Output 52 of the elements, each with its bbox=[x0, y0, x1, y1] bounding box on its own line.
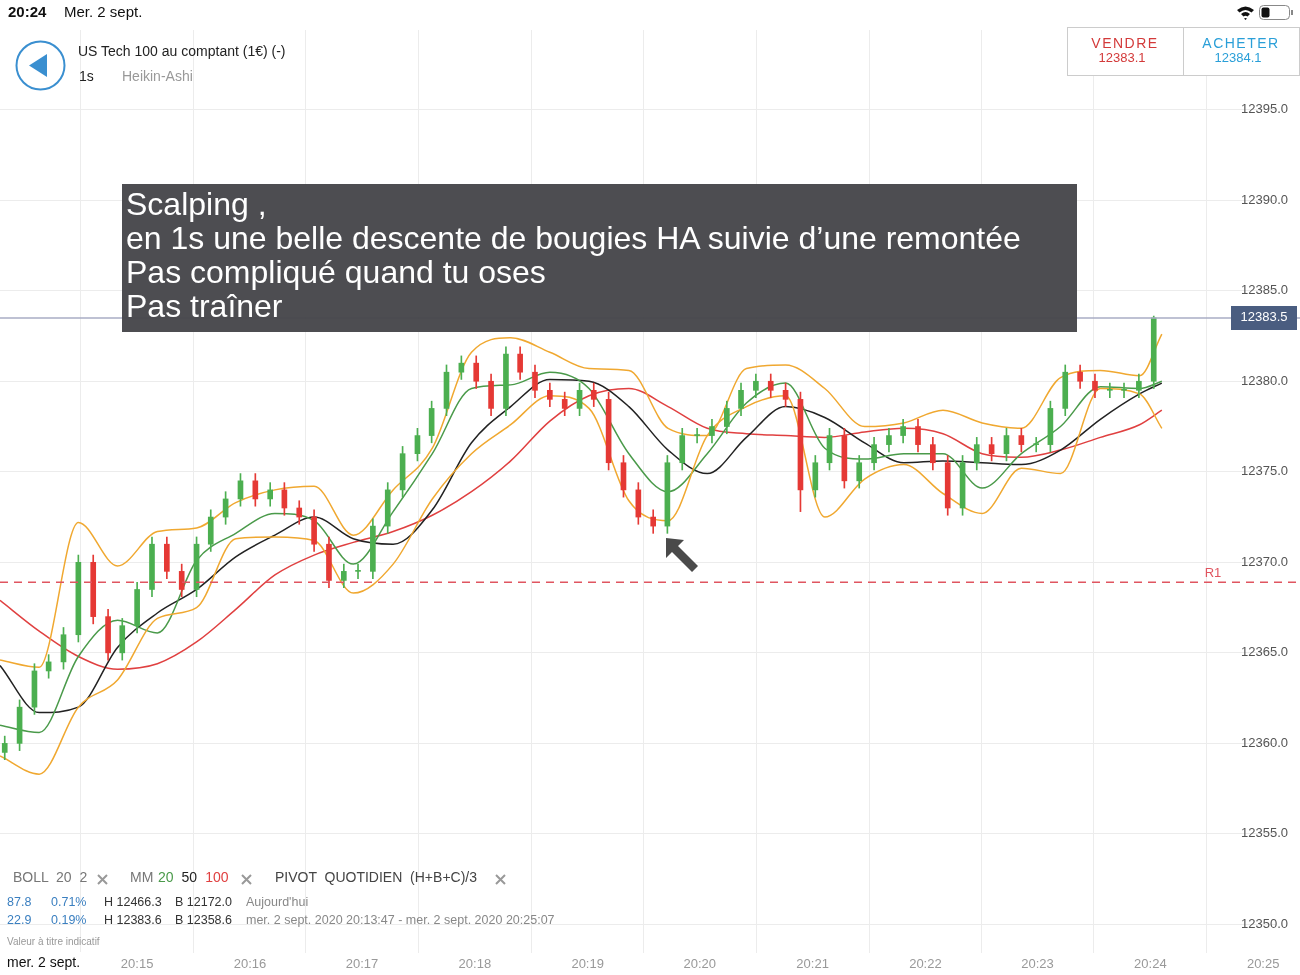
x-tick-label: 20:20 bbox=[683, 955, 717, 971]
text: 100 bbox=[205, 869, 229, 885]
annotation: 87.8 bbox=[7, 895, 32, 909]
y-tick-label: 12350.0 bbox=[1241, 916, 1288, 932]
annotation: PIVOT QUOTIDIEN (H+B+C)/3 bbox=[275, 869, 478, 885]
text: 20:24 bbox=[8, 3, 47, 20]
y-tick-label: 12365.0 bbox=[1241, 644, 1288, 660]
annotation: B 12172.0 bbox=[175, 895, 232, 909]
annotation: H 12383.6 bbox=[104, 913, 162, 927]
ref-line-label: R1 bbox=[1204, 565, 1222, 581]
y-tick-label: 12390.0 bbox=[1241, 191, 1288, 207]
annotation: B 12358.6 bbox=[175, 913, 232, 927]
text: US Tech 100 au comptant (1€) (-) bbox=[78, 43, 286, 59]
annotation: 12383.1 bbox=[1097, 50, 1147, 65]
x-tick-label: 20:22 bbox=[909, 955, 942, 971]
y-tick-label: 12370.0 bbox=[1241, 553, 1288, 569]
x-tick-label: 20:25 bbox=[1246, 955, 1280, 971]
y-tick-label: 12380.0 bbox=[1241, 372, 1288, 388]
y-tick-label: 12375.0 bbox=[1241, 463, 1288, 479]
text: 20 bbox=[158, 869, 174, 885]
annotation: 0.19% bbox=[51, 913, 87, 927]
annotation: 12384.1 bbox=[1213, 50, 1263, 65]
annotation: ACHETER bbox=[1201, 35, 1281, 51]
annotation: H 12466.3 bbox=[104, 895, 162, 909]
text: mer. 2 sept. bbox=[0, 952, 88, 972]
y-tick-label: 12355.0 bbox=[1241, 825, 1288, 841]
line-series bbox=[0, 387, 1163, 670]
annotation: Heikin-Ashi bbox=[122, 68, 193, 84]
y-tick-label: 12360.0 bbox=[1241, 734, 1288, 750]
text: Mer. 2 sept. bbox=[64, 3, 143, 20]
annotation: mer. 2 sept. 2020 20:13:47 - mer. 2 sept. 2020 20:25:07 bbox=[246, 913, 555, 927]
x-tick-label: 20:21 bbox=[796, 955, 829, 971]
y-tick-label: 12385.0 bbox=[1241, 282, 1288, 298]
annotation: MM bbox=[130, 869, 154, 885]
ref-line-label: 12383.5 bbox=[1240, 309, 1288, 325]
x-tick-label: 20:24 bbox=[1134, 955, 1167, 971]
text: 50 bbox=[181, 869, 198, 885]
annotation: Aujourd'hui bbox=[246, 895, 309, 909]
annotation: VENDRE bbox=[1090, 35, 1160, 51]
annotation: Valeur à titre indicatif bbox=[7, 936, 100, 947]
x-tick-label: 20:15 bbox=[120, 955, 154, 971]
y-tick-label: 12395.0 bbox=[1241, 101, 1288, 117]
annotation: 1s bbox=[79, 68, 94, 84]
annotation: BOLL 20 2 bbox=[13, 869, 88, 885]
x-tick-label: 20:19 bbox=[571, 955, 604, 971]
annotation: 0.71% bbox=[51, 895, 87, 909]
x-tick-label: 20:16 bbox=[233, 955, 267, 971]
x-tick-label: 20:17 bbox=[345, 955, 379, 971]
x-tick-label: 20:18 bbox=[458, 955, 492, 971]
annotation: Scalping , en 1s une belle descente de bougies HA suivie d’une remontée Pas compliqué quand tu oses Pas traîner bbox=[122, 184, 1077, 332]
annotation: 22.9 bbox=[7, 913, 32, 927]
x-tick-label: 20:23 bbox=[1021, 955, 1054, 971]
